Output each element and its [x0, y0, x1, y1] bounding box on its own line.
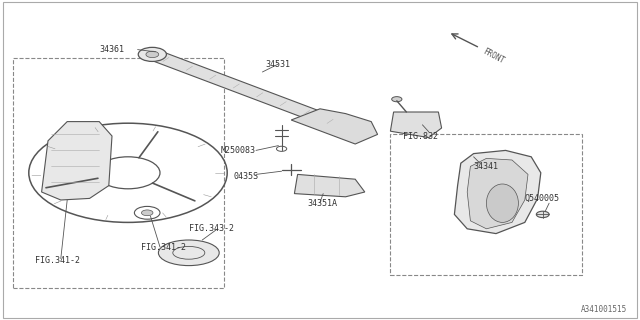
Polygon shape: [291, 109, 378, 144]
Text: M250083: M250083: [221, 146, 256, 155]
Text: FIG.341-2: FIG.341-2: [141, 244, 186, 252]
Text: A341001515: A341001515: [581, 305, 627, 314]
Text: Q540005: Q540005: [525, 194, 560, 203]
Circle shape: [138, 47, 166, 61]
Circle shape: [536, 211, 549, 218]
Ellipse shape: [486, 184, 518, 222]
Text: FRONT: FRONT: [481, 46, 506, 65]
Circle shape: [392, 97, 402, 102]
Bar: [13, 58, 224, 288]
Ellipse shape: [158, 240, 219, 266]
Polygon shape: [42, 122, 112, 200]
Text: 34341: 34341: [474, 162, 499, 171]
Circle shape: [141, 210, 153, 216]
Text: FIG.832: FIG.832: [403, 132, 438, 140]
Polygon shape: [294, 174, 365, 197]
Text: 0435S: 0435S: [234, 172, 259, 180]
Polygon shape: [150, 52, 346, 129]
Text: FIG.341-2: FIG.341-2: [35, 256, 80, 265]
Text: 34361: 34361: [99, 45, 124, 54]
Text: FIG.343-2: FIG.343-2: [189, 224, 234, 233]
Polygon shape: [454, 150, 541, 234]
Text: 34351A: 34351A: [307, 199, 337, 208]
Bar: [390, 134, 582, 275]
Polygon shape: [467, 158, 528, 229]
Circle shape: [146, 51, 159, 58]
Polygon shape: [390, 112, 442, 138]
Text: 34531: 34531: [266, 60, 291, 68]
